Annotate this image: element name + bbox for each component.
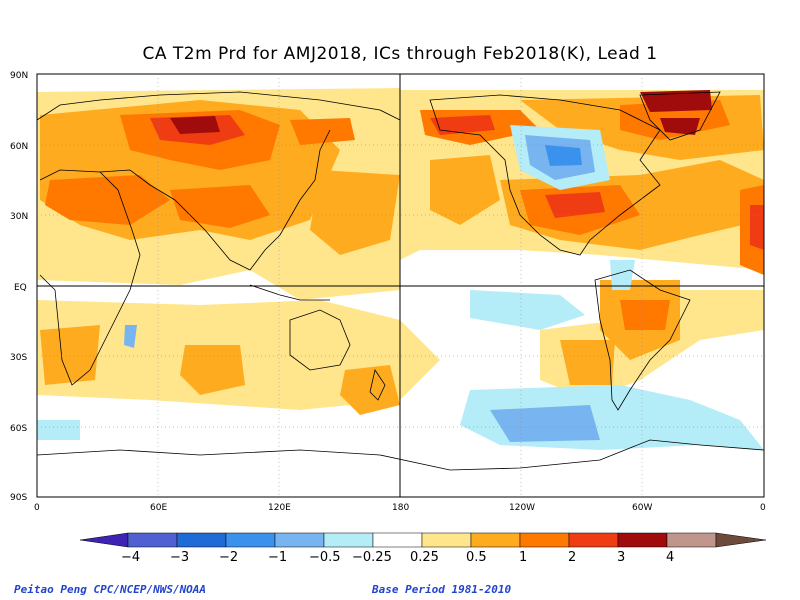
colorbar-arrow-right — [715, 532, 767, 548]
colorbar-arrow-left — [79, 532, 129, 548]
colorbar — [79, 532, 767, 548]
lon-label: 60E — [150, 503, 167, 513]
colorbar-swatch — [519, 532, 570, 548]
anomaly-neg-1-2 — [545, 145, 582, 166]
colorbar-label: 3 — [617, 550, 625, 565]
lat-label: 90S — [10, 493, 27, 503]
colorbar-label: 0.25 — [410, 550, 439, 565]
lon-label: 60W — [632, 503, 652, 513]
lat-label: 60N — [10, 142, 28, 152]
colorbar-label: −3 — [170, 550, 189, 565]
colorbar-label: −0.5 — [309, 550, 341, 565]
colorbar-swatch — [274, 532, 325, 548]
colorbar-swatch — [421, 532, 472, 548]
lon-label: 120W — [509, 503, 535, 513]
colorbar-swatch — [470, 532, 521, 548]
colorbar-labels: −4 −3 −2 −1 −0.5 −0.25 0.25 0.5 1 2 3 4 — [121, 550, 674, 565]
lon-label: 0 — [760, 503, 766, 513]
lon-labels: 0 60E 120E 180 120W 60W 0 — [34, 503, 766, 513]
colorbar-swatch — [127, 532, 178, 548]
credit-text: Peitao Peng CPC/NCEP/NWS/NOAA — [14, 583, 207, 596]
map-title: CA T2m Prd for AMJ2018, ICs through Feb2… — [142, 44, 658, 64]
lat-label: 30S — [10, 353, 27, 363]
anomaly-3-4 — [170, 90, 712, 135]
lat-label: 90N — [10, 71, 28, 81]
lat-labels: 90N 60N 30N EQ 30S 60S 90S — [10, 71, 28, 503]
colorbar-swatch — [225, 532, 276, 548]
lon-label: 0 — [34, 503, 40, 513]
colorbar-label: 1 — [519, 550, 527, 565]
colorbar-label: −0.25 — [352, 550, 392, 565]
colorbar-swatch — [617, 532, 668, 548]
colorbar-swatch — [666, 532, 717, 548]
colorbar-swatch — [323, 532, 374, 548]
colorbar-label: 4 — [666, 550, 674, 565]
lat-label: 30N — [10, 212, 28, 222]
lat-label: 60S — [10, 424, 27, 434]
lon-label: 180 — [392, 503, 409, 513]
colorbar-swatch — [568, 532, 619, 548]
base-period-text: Base Period 1981-2010 — [372, 583, 512, 596]
gridlines — [37, 74, 764, 497]
colorbar-swatch — [372, 532, 423, 548]
colorbar-label: −1 — [268, 550, 287, 565]
lat-label: EQ — [14, 283, 27, 293]
coastlines — [37, 91, 764, 471]
colorbar-label: −4 — [121, 550, 140, 565]
colorbar-label: 0.5 — [466, 550, 487, 565]
lon-label: 120E — [268, 503, 291, 513]
colorbar-label: −2 — [219, 550, 238, 565]
colorbar-label: 2 — [568, 550, 576, 565]
colorbar-swatch — [176, 532, 227, 548]
